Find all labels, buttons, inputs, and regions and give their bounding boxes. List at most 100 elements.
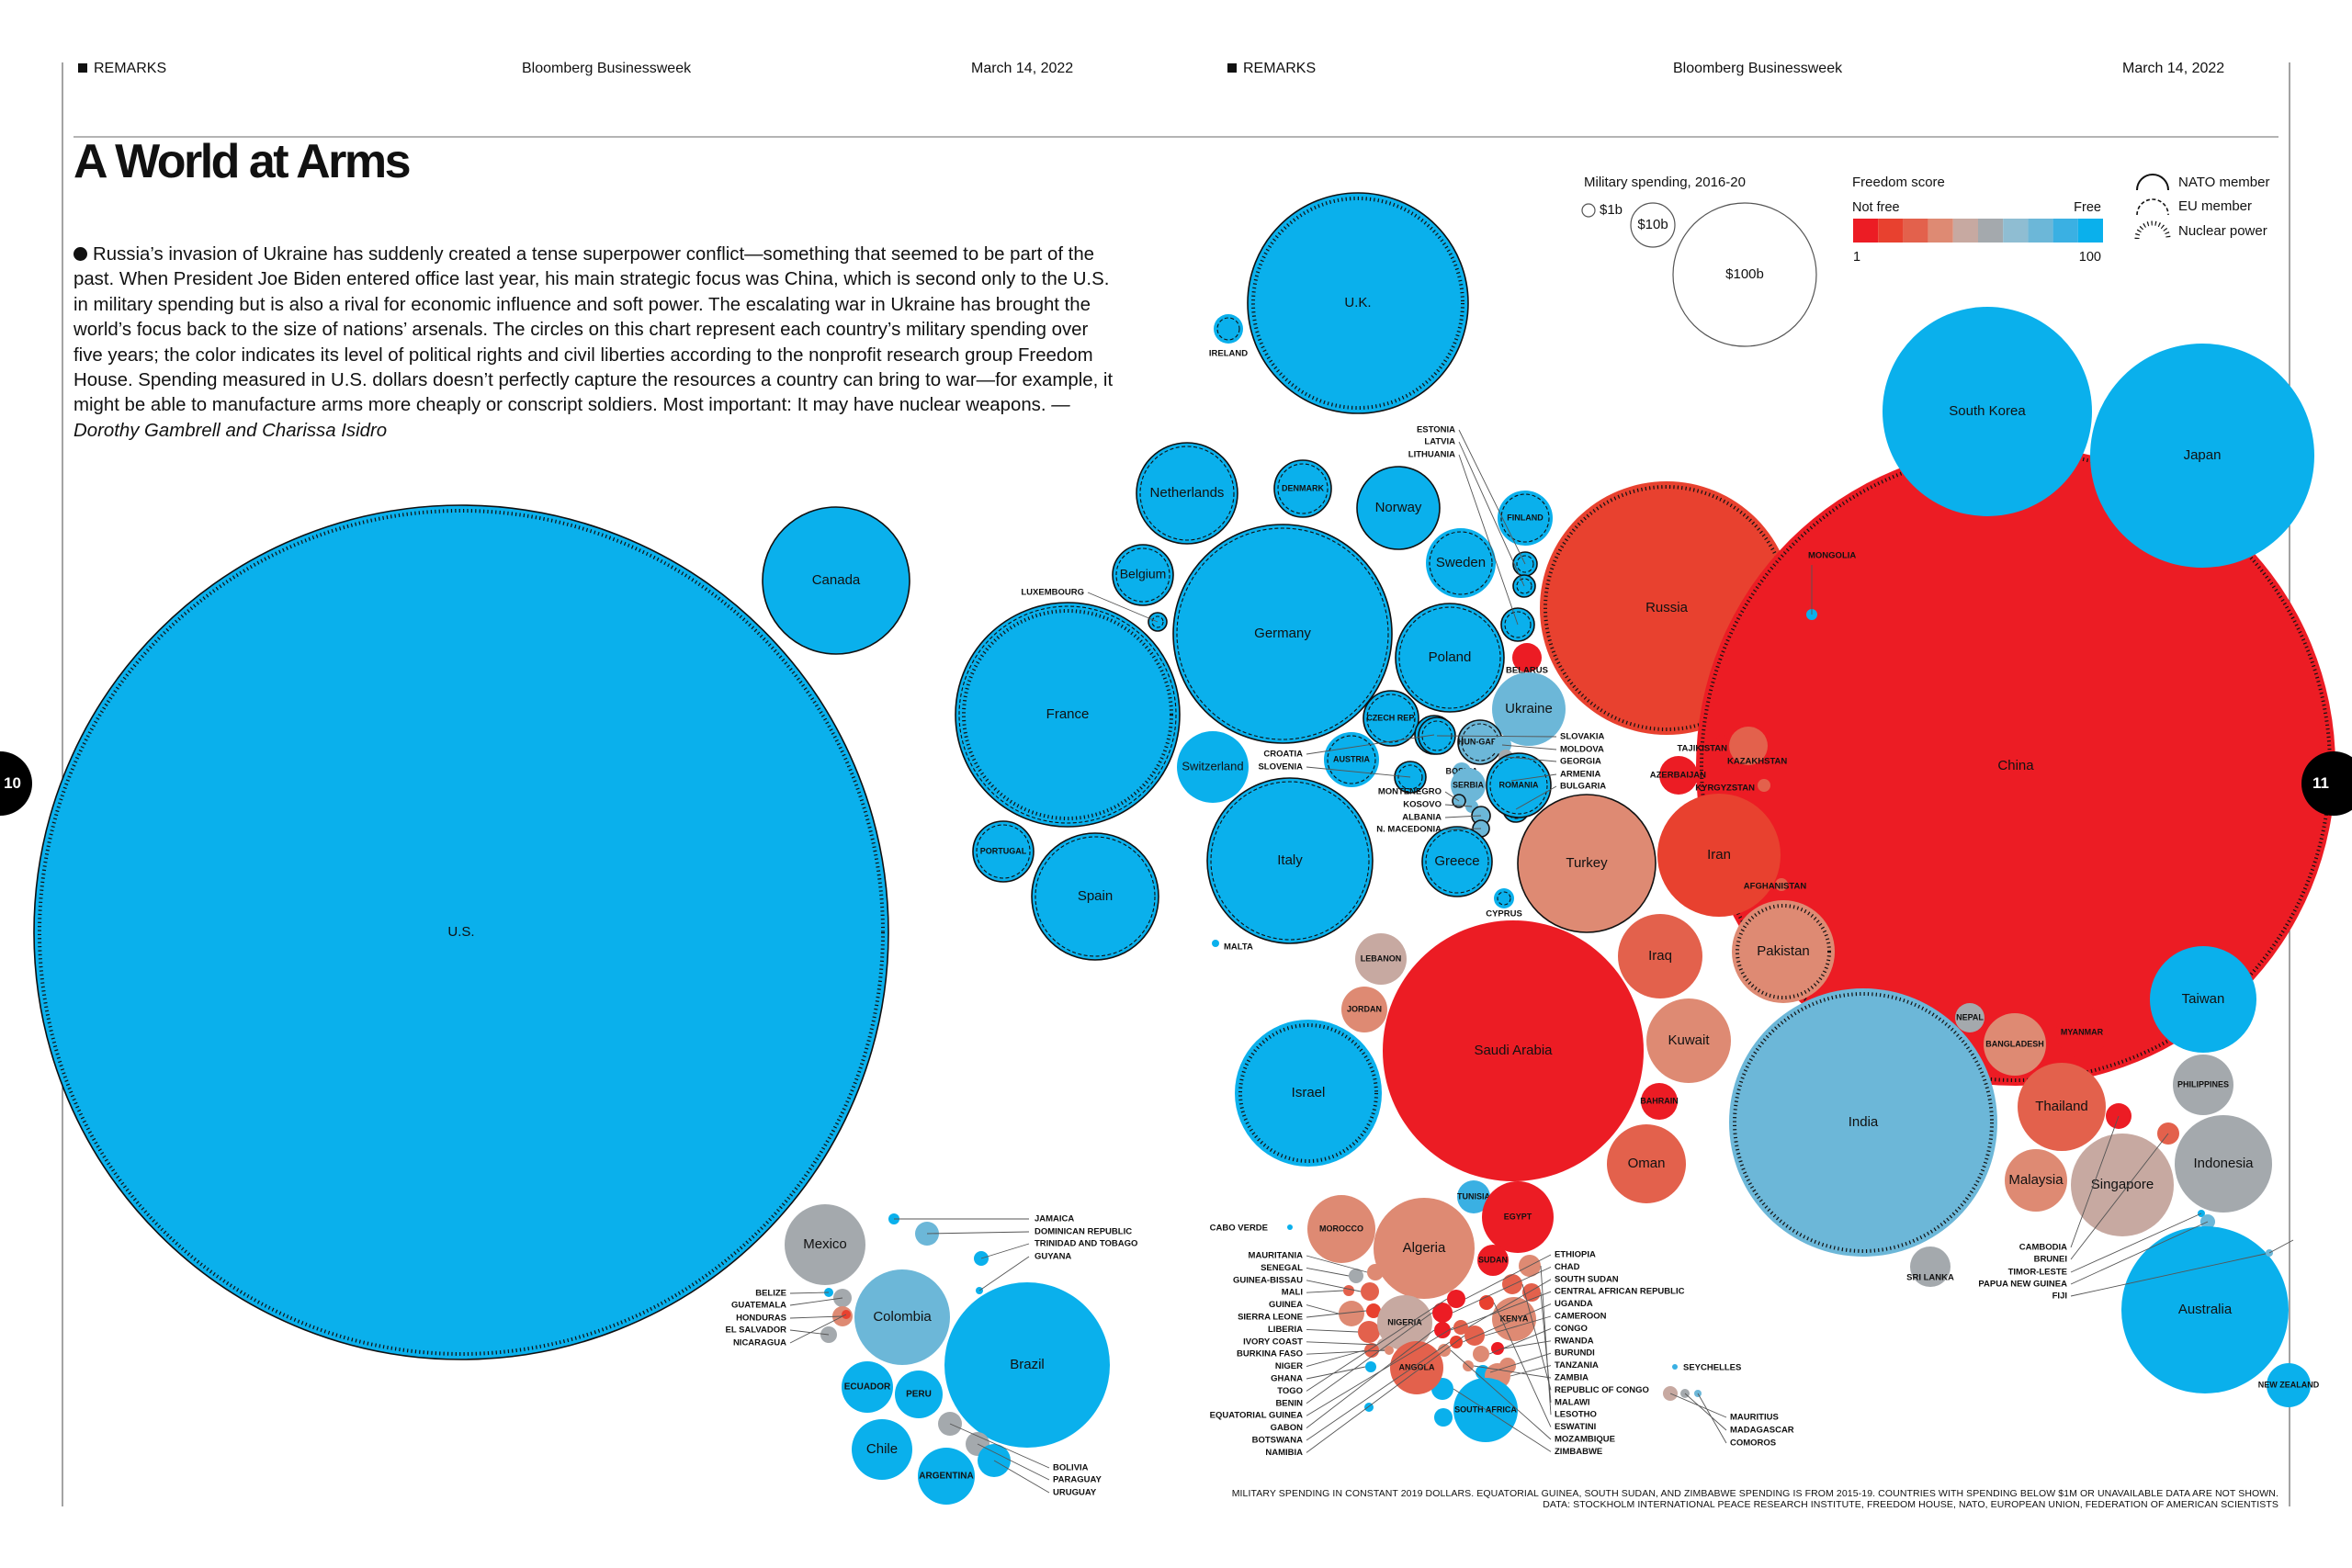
country-kyrgyzstan — [1758, 779, 1770, 792]
label-kuwait: Kuwait — [1668, 1032, 1710, 1048]
left-header-publication: Bloomberg Businessweek — [522, 61, 692, 76]
label-belarus: BELARUS — [1506, 666, 1548, 676]
nato-ring-romania — [1486, 752, 1552, 818]
legend-color-step — [2003, 219, 2029, 243]
circle-japan — [2090, 344, 2314, 568]
africa-small-circle — [1366, 1303, 1381, 1318]
country-india — [1729, 988, 1997, 1257]
africa-leader-botswana — [1306, 1341, 1451, 1441]
label-turkey: Turkey — [1566, 855, 1608, 871]
africa-label-tanzania: TANZANIA — [1555, 1360, 1599, 1371]
label-albania: ALBANIA — [1402, 813, 1442, 823]
eu-ring-finland — [1500, 493, 1550, 543]
label-comoros: COMOROS — [1730, 1438, 1776, 1449]
country-morocco — [1307, 1195, 1375, 1263]
label-mexico: Mexico — [803, 1236, 847, 1252]
legend-color-step — [1978, 219, 2004, 243]
legend-color-step — [2052, 219, 2078, 243]
africa-label-ghana: GHANA — [1271, 1374, 1303, 1384]
country-israel — [1235, 1020, 1382, 1167]
eu-ring-czech-rep — [1366, 694, 1416, 743]
leader-papua-new-guinea — [2070, 1221, 2209, 1285]
eu-ring-slovenia — [1397, 764, 1423, 790]
nato-ring-italy — [1206, 777, 1374, 944]
label-portugal: PORTUGAL — [980, 846, 1027, 855]
country-bahrain — [1641, 1083, 1678, 1120]
africa-small-circle — [1473, 1346, 1489, 1362]
africa-leader-rwanda — [1503, 1340, 1552, 1349]
label-russia: Russia — [1645, 600, 1689, 615]
nato-ring-denmark — [1273, 459, 1332, 518]
africa-label-gabon: GABON — [1271, 1423, 1304, 1433]
leader-cambodia — [2070, 1115, 2120, 1248]
right-header-section: REMARKS — [1227, 61, 1316, 77]
label-poland: Poland — [1429, 649, 1472, 665]
label-n-macedonia: N. MACEDONIA — [1376, 825, 1442, 835]
label-colombia: Colombia — [873, 1309, 932, 1325]
leader-honduras — [789, 1315, 843, 1319]
label-brunei: BRUNEI — [2034, 1255, 2067, 1265]
label-india: India — [1849, 1114, 1879, 1130]
label-greece: Greece — [1434, 853, 1479, 869]
africa-label-equatorial-guinea: EQUATORIAL GUINEA — [1210, 1411, 1303, 1421]
country-france — [955, 602, 1181, 828]
label-sri-lanka: SRI LANKA — [1906, 1273, 1954, 1283]
circle-thailand — [2018, 1063, 2106, 1151]
africa-label-mozambique: MOZAMBIQUE — [1555, 1435, 1615, 1445]
label-hungary: HUN-GARY — [1458, 737, 1502, 746]
right-section-label: REMARKS — [1243, 61, 1317, 76]
circle-kyrgyzstan — [1758, 779, 1770, 792]
circle-malaysia — [2005, 1149, 2067, 1212]
eu-ring-portugal — [976, 824, 1031, 879]
circle-finland — [1498, 491, 1553, 546]
label-australia: Australia — [2178, 1302, 2233, 1317]
label-uruguay: URUGUAY — [1053, 1488, 1097, 1498]
label-lebanon: LEBANON — [1361, 953, 1402, 963]
label-czech-rep: CZECH REP. — [1366, 713, 1415, 722]
nato-ring-netherlands — [1136, 442, 1238, 545]
country-mexico — [785, 1204, 865, 1285]
label-azerbaijan: AZERBAIJAN — [1650, 771, 1706, 781]
africa-leader-liberia — [1306, 1328, 1359, 1333]
label-china: China — [1997, 758, 2034, 773]
africa-label-togo: TOGO — [1277, 1386, 1303, 1396]
label-spain: Spain — [1078, 888, 1113, 904]
circle-azerbaijan — [1659, 756, 1698, 795]
circle-u-k — [1248, 193, 1468, 413]
africa-leader-benin — [1306, 1312, 1433, 1404]
africa-label-namibia: NAMIBIA — [1265, 1448, 1303, 1458]
country-u-s — [33, 504, 889, 1360]
label-philippines: PHILIPPINES — [2177, 1079, 2229, 1089]
country-austria — [1324, 732, 1379, 787]
africa-leader-guinea-bissau — [1306, 1280, 1362, 1292]
nuclear-ring-u-s — [38, 509, 885, 1356]
country-brazil — [944, 1282, 1110, 1448]
label-montenegro: MONTENEGRO — [1378, 787, 1442, 797]
label-peru: PERU — [906, 1390, 932, 1400]
leader-bulgaria — [1515, 785, 1557, 810]
label-madagascar: MADAGASCAR — [1730, 1426, 1794, 1436]
label-denmark: DENMARK — [1282, 483, 1324, 492]
country-tajikistan — [1716, 735, 1727, 746]
circle-belgium — [1113, 545, 1173, 605]
country-kuwait — [1646, 998, 1731, 1083]
country-denmark — [1273, 459, 1332, 518]
circle-netherlands — [1136, 443, 1238, 544]
nato-ring-u-s — [33, 504, 889, 1360]
circle-austria — [1324, 732, 1379, 787]
africa-small-circle — [1499, 1358, 1516, 1374]
africa-leader-congo — [1488, 1327, 1552, 1355]
country-malta — [1212, 940, 1219, 947]
leader-trinidad-and-tobago — [980, 1243, 1030, 1259]
africa-small-circle — [1361, 1282, 1379, 1301]
circle-myanmar — [2056, 1007, 2108, 1058]
eu-ring-netherlands — [1139, 446, 1235, 541]
circle-turkey — [1518, 795, 1656, 932]
country-indonesia — [2175, 1115, 2272, 1213]
country-bangladesh — [1984, 1013, 2046, 1076]
circle-cyprus — [1494, 888, 1514, 908]
nato-ring-canada — [762, 506, 910, 655]
leader-uruguay — [993, 1460, 1050, 1494]
country-peru — [895, 1371, 943, 1418]
circle-new-zealand — [2267, 1363, 2311, 1407]
